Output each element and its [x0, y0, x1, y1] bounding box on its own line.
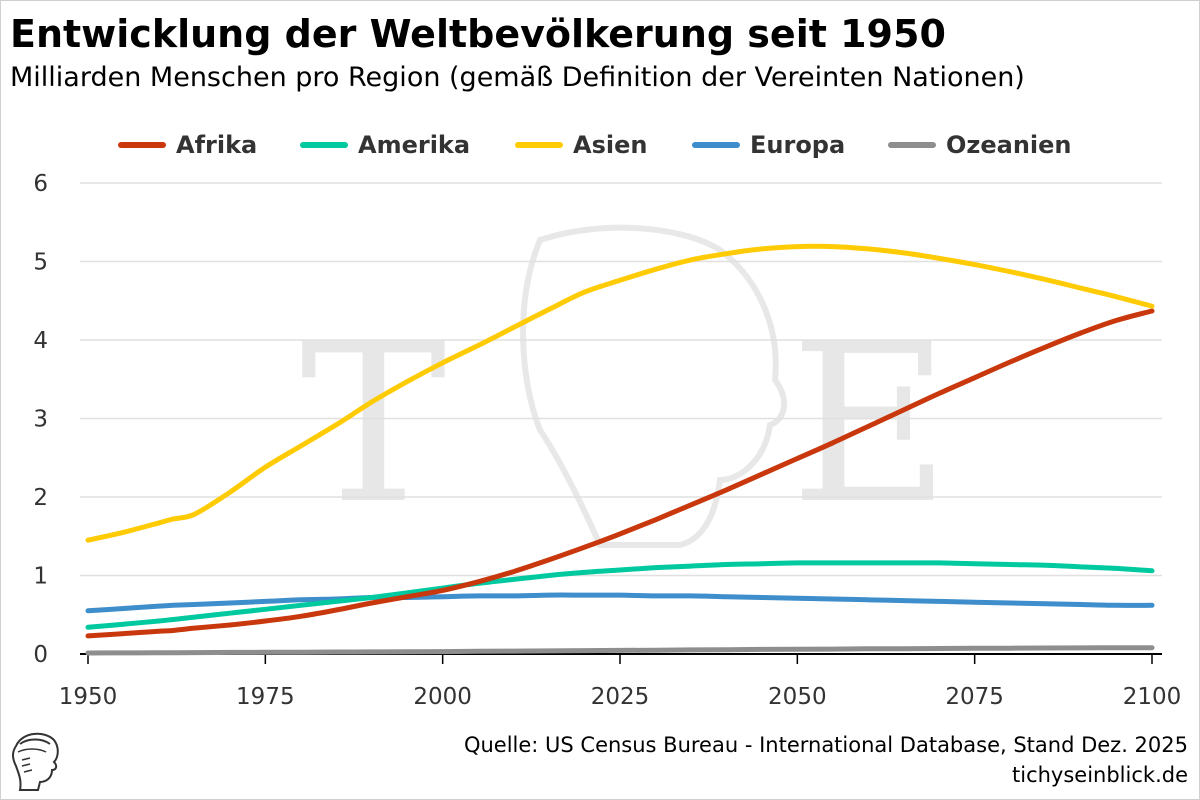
- legend-item-ozeanien[interactable]: Ozeanien: [888, 128, 1072, 162]
- legend-swatch-amerika: [300, 142, 348, 148]
- x-tick-label: 2100: [1123, 684, 1182, 710]
- legend-label-amerika: Amerika: [358, 131, 471, 159]
- watermark-letter-t: T: [300, 296, 447, 552]
- series-line-ozeanien[interactable]: [85, 645, 1155, 656]
- y-tick-label: 5: [33, 250, 48, 276]
- legend-swatch-europa: [692, 142, 740, 148]
- series-line-europa[interactable]: [85, 592, 1155, 614]
- watermark: T E: [300, 224, 951, 552]
- x-tick-label: 1975: [236, 684, 295, 710]
- series-line-amerika[interactable]: [85, 560, 1155, 630]
- axes: 0 1 2 3 4 5 6 1950 1975 2000 2025 2050 2075 2100: [33, 171, 1181, 710]
- chart-title: Entwicklung der Weltbevölkerung seit 195…: [10, 12, 946, 56]
- legend-label-ozeanien: Ozeanien: [946, 131, 1072, 159]
- series-line-asien[interactable]: [85, 243, 1155, 543]
- site-credit[interactable]: tichyseinblick.de: [1012, 763, 1188, 787]
- y-tick-label: 1: [33, 564, 48, 590]
- x-tick-label: 2000: [413, 684, 472, 710]
- source-note: Quelle: US Census Bureau - International…: [463, 733, 1188, 757]
- x-tick-label: 2050: [768, 684, 827, 710]
- legend-label-asien: Asien: [573, 131, 648, 159]
- legend-label-europa: Europa: [750, 131, 846, 159]
- series-line-afrika[interactable]: [85, 308, 1155, 639]
- legend-item-amerika[interactable]: Amerika: [300, 128, 470, 162]
- legend-swatch-afrika: [118, 142, 166, 148]
- legend-item-afrika[interactable]: Afrika: [118, 128, 257, 162]
- x-tick-label: 2075: [945, 684, 1004, 710]
- legend-swatch-ozeanien: [888, 142, 936, 148]
- watermark-head-icon: [520, 224, 787, 548]
- grid: [80, 182, 1162, 577]
- legend-item-asien[interactable]: Asien: [515, 128, 647, 162]
- head-logo-icon: [12, 732, 59, 791]
- series-lines: [85, 243, 1155, 656]
- x-tick-label: 2025: [591, 684, 650, 710]
- legend-item-europa[interactable]: Europa: [692, 128, 845, 162]
- y-tick-label: 4: [33, 328, 48, 354]
- chart-subtitle: Milliarden Menschen pro Region (gemäß De…: [10, 62, 1025, 93]
- x-tick-label: 1950: [59, 684, 118, 710]
- legend-label-afrika: Afrika: [176, 131, 258, 159]
- legend-swatch-asien: [515, 142, 563, 148]
- legend: Afrika Amerika Asien Europa Ozeanien: [0, 128, 1200, 162]
- y-tick-label: 6: [33, 171, 48, 197]
- y-tick-label: 0: [33, 642, 48, 668]
- y-tick-label: 3: [33, 407, 48, 433]
- y-tick-label: 2: [33, 485, 48, 511]
